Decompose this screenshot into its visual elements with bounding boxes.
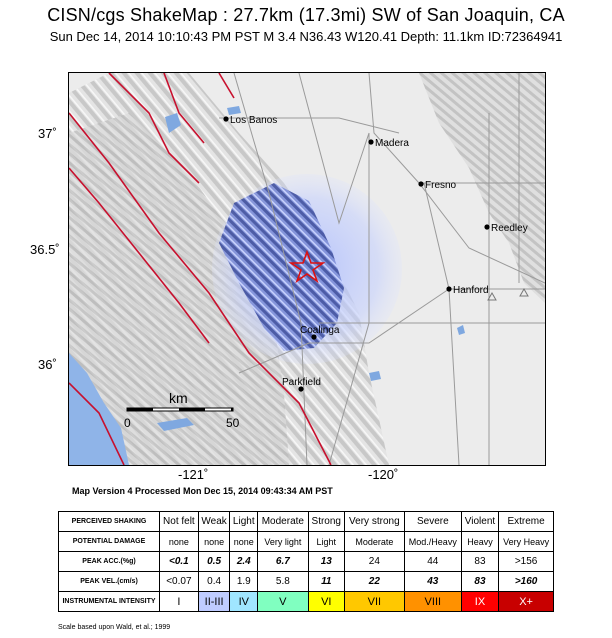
legend-cell: 83 <box>460 551 500 572</box>
intensity-cell: IX <box>460 591 500 612</box>
row-header: INSTRUMENTAL INTENSITY <box>58 591 160 612</box>
city-label: Fresno <box>425 180 457 191</box>
city-label: Hanford <box>453 285 489 296</box>
legend-cell: <0.1 <box>159 551 199 572</box>
shakemap[interactable]: Los Banos Madera Fresno Reedley Hanford … <box>68 72 546 466</box>
legend-cell: Strong <box>307 511 345 532</box>
city-label: Coalinga <box>300 325 340 336</box>
city-label: Reedley <box>491 223 528 234</box>
city-label: Parkfield <box>282 377 321 388</box>
legend-cell: 1.9 <box>229 571 259 592</box>
legend-cell: 24 <box>343 551 405 572</box>
intensity-cell: V <box>257 591 309 612</box>
legend-cell: >156 <box>498 551 554 572</box>
legend-cell: Moderate <box>343 531 405 552</box>
row-header: POTENTIAL DAMAGE <box>58 531 160 552</box>
legend-cell: Weak <box>197 511 231 532</box>
legend-cell: 2.4 <box>229 551 259 572</box>
legend-row-vel: PEAK VEL.(cm/s) <0.07 0.4 1.9 5.8 11 22 … <box>58 571 554 592</box>
intensity-cell: VIII <box>403 591 462 612</box>
legend-cell: 0.5 <box>197 551 231 572</box>
latitude-label: 36˚ <box>38 357 57 372</box>
scale-start: 0 <box>124 416 131 430</box>
map-version: Map Version 4 Processed Mon Dec 15, 2014… <box>72 486 333 496</box>
scale-end: 50 <box>226 416 240 430</box>
intensity-cell: VII <box>343 591 405 612</box>
legend-cell: Not felt <box>159 511 199 532</box>
map-canvas: Los Banos Madera Fresno Reedley Hanford … <box>69 73 545 465</box>
row-header: PERCEIVED SHAKING <box>58 511 160 532</box>
longitude-label: -121˚ <box>178 467 209 482</box>
legend-cell: 11 <box>307 571 345 592</box>
legend-cell: Mod./Heavy <box>403 531 462 552</box>
legend-cell: Extreme <box>498 511 554 532</box>
legend-cell: 13 <box>307 551 345 572</box>
city-markers: Los Banos Madera Fresno Reedley Hanford … <box>223 115 528 392</box>
legend-cell: 43 <box>403 571 462 592</box>
legend-cell: Light <box>229 511 259 532</box>
legend-cell: none <box>197 531 231 552</box>
intensity-legend: PERCEIVED SHAKING Not felt Weak Light Mo… <box>58 511 554 612</box>
intensity-cell: X+ <box>498 591 554 612</box>
latitude-label: 37˚ <box>38 126 57 141</box>
legend-cell: Moderate <box>257 511 309 532</box>
legend-row-perceived: PERCEIVED SHAKING Not felt Weak Light Mo… <box>58 511 554 532</box>
legend-cell: 5.8 <box>257 571 309 592</box>
map-title: CISN/cgs ShakeMap : 27.7km (17.3mi) SW o… <box>47 5 565 25</box>
legend-cell: none <box>229 531 259 552</box>
longitude-label: -120˚ <box>368 467 399 482</box>
legend-cell: Very strong <box>343 511 405 532</box>
legend-cell: >160 <box>498 571 554 592</box>
legend-cell: 6.7 <box>257 551 309 572</box>
legend-cell: none <box>159 531 199 552</box>
city-label: Los Banos <box>230 115 277 126</box>
legend-cell: 83 <box>460 571 500 592</box>
legend-cell: Violent <box>460 511 500 532</box>
legend-row-acc: PEAK ACC.(%g) <0.1 0.5 2.4 6.7 13 24 44 … <box>58 551 554 572</box>
event-details: Sun Dec 14, 2014 10:10:43 PM PST M 3.4 N… <box>49 29 563 44</box>
legend-cell: Heavy <box>460 531 500 552</box>
epicenter-star-icon <box>288 249 326 284</box>
legend-cell: <0.07 <box>159 571 199 592</box>
intensity-cell: I <box>159 591 199 612</box>
intensity-cell: IV <box>229 591 259 612</box>
intensity-cell: II-III <box>197 591 231 612</box>
legend-row-intensity: INSTRUMENTAL INTENSITY I II-III IV V VI … <box>58 591 554 612</box>
legend-cell: Severe <box>403 511 462 532</box>
legend-cell: 0.4 <box>197 571 231 592</box>
legend-cell: Light <box>307 531 345 552</box>
row-header: PEAK ACC.(%g) <box>58 551 160 572</box>
legend-cell: 22 <box>343 571 405 592</box>
scale-unit: km <box>169 390 188 406</box>
legend-cell: Very Heavy <box>498 531 554 552</box>
legend-cell: Very light <box>257 531 309 552</box>
row-header: PEAK VEL.(cm/s) <box>58 571 160 592</box>
latitude-label: 36.5˚ <box>30 242 60 257</box>
legend-cell: 44 <box>403 551 462 572</box>
intensity-cell: VI <box>307 591 345 612</box>
legend-row-damage: POTENTIAL DAMAGE none none none Very lig… <box>58 531 554 552</box>
city-label: Madera <box>375 138 409 149</box>
footnote: Scale based upon Wald, et al.; 1999 <box>58 624 171 631</box>
scale-bar: km 0 50 <box>124 390 240 430</box>
